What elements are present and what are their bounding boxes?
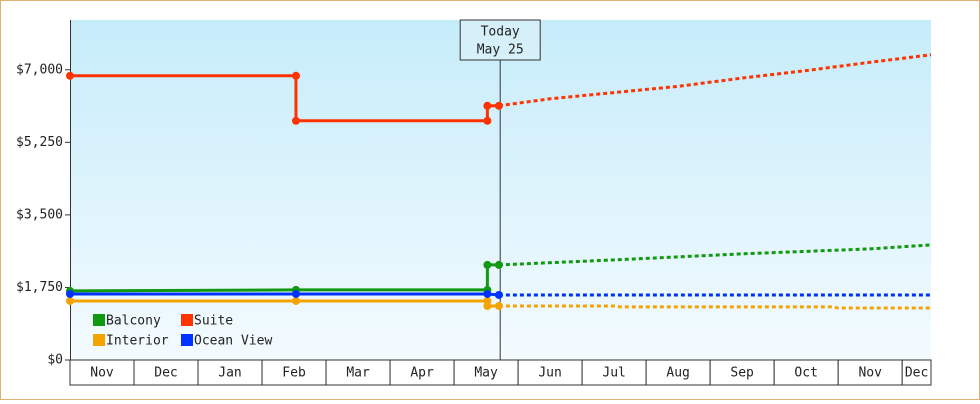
- x-tick-label: Nov: [90, 366, 114, 381]
- point: [483, 116, 492, 125]
- price-line: [70, 292, 500, 297]
- x-tick-label: Dec: [154, 366, 177, 381]
- legend-swatch: [93, 314, 105, 326]
- point: [291, 71, 300, 80]
- legend-swatch: [93, 334, 105, 346]
- y-tick-label: $5,250: [16, 135, 63, 150]
- today-label: Today: [481, 25, 520, 40]
- legend-label: Ocean View: [194, 334, 272, 349]
- legend-label: Interior: [106, 334, 169, 349]
- point: [494, 290, 503, 299]
- x-tick-box: [901, 359, 932, 386]
- legend-swatch: [181, 334, 193, 346]
- x-tick-box: [581, 359, 647, 386]
- legend-label: Suite: [194, 314, 233, 329]
- point: [494, 301, 503, 310]
- legend-swatch: [181, 314, 193, 326]
- x-tick-label: Dec: [905, 366, 928, 381]
- x-tick-box: [197, 359, 263, 386]
- x-tick-label: Jun: [538, 366, 561, 381]
- x-tick-box: [389, 359, 455, 386]
- point: [483, 289, 492, 298]
- point: [483, 101, 492, 110]
- x-tick-box: [133, 359, 199, 386]
- x-tick-box: [261, 359, 327, 386]
- point: [66, 71, 74, 80]
- point: [494, 101, 503, 110]
- x-tick-label: Apr: [410, 366, 434, 381]
- forecast-line: [498, 304, 931, 310]
- x-tick-box: [325, 359, 391, 386]
- x-tick-label: Oct: [794, 366, 817, 381]
- x-tick-label: Nov: [858, 366, 882, 381]
- x-tick-label: Aug: [666, 366, 689, 381]
- x-tick-box: [69, 359, 135, 386]
- point: [291, 116, 300, 125]
- y-tick-label: $1,750: [16, 280, 63, 295]
- y-tick-label: $7,000: [16, 62, 63, 77]
- x-tick-label: Sep: [730, 366, 754, 381]
- x-tick-label: Mar: [346, 366, 370, 381]
- today-label: May 25: [477, 43, 524, 58]
- y-tick-label: $0: [47, 353, 63, 368]
- point: [66, 296, 74, 305]
- point: [66, 289, 74, 298]
- y-tick-label: $3,500: [16, 207, 63, 222]
- x-tick-label: May: [474, 366, 498, 381]
- x-tick-box: [773, 359, 839, 386]
- x-tick-label: Jul: [602, 366, 625, 381]
- x-tick-label: Jan: [218, 366, 241, 381]
- legend-label: Balcony: [106, 314, 161, 329]
- x-tick-box: [517, 359, 583, 386]
- today-box: [459, 19, 541, 61]
- point: [483, 301, 492, 310]
- point: [483, 260, 492, 269]
- point: [291, 296, 300, 305]
- x-tick-label: Feb: [282, 366, 306, 381]
- point: [291, 289, 300, 298]
- point: [494, 260, 503, 269]
- x-tick-box: [645, 359, 711, 386]
- forecast-line: [498, 53, 932, 108]
